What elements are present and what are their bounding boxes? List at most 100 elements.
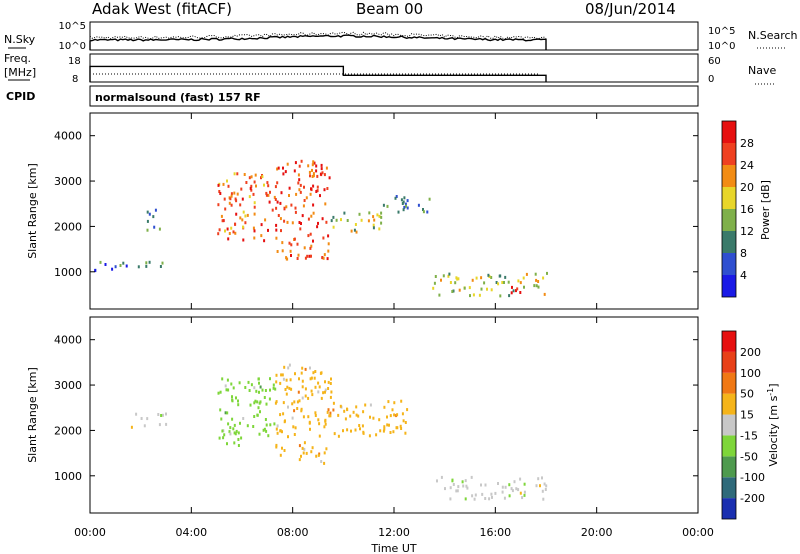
data-cell [267,228,269,232]
data-cell [290,254,292,257]
data-cell [508,294,511,298]
data-cell [231,398,234,402]
data-cell [222,436,225,440]
data-cell [119,264,122,267]
data-cell [315,454,318,458]
data-cell [388,423,390,427]
data-cell [303,185,305,189]
data-cell [257,377,260,381]
colorbar-frame [721,330,737,520]
cpid-label: CPID [6,90,35,103]
data-cell [404,421,407,424]
colorbar-swatch [722,121,736,143]
data-cell [327,380,330,384]
freq-label-line2: [MHz] [4,66,36,79]
data-cell [330,377,332,381]
data-cell [259,385,262,389]
data-cell [304,256,307,260]
data-cell [358,424,361,427]
power-data-layer [94,159,548,298]
freq-label-line1: Freq. [4,52,31,65]
data-cell [289,378,292,382]
data-cell [248,195,251,199]
data-cell [268,200,271,204]
data-cell [298,178,301,182]
data-cell [488,497,491,501]
data-cell [490,288,493,292]
data-cell [535,484,538,488]
data-cell [253,401,256,405]
data-cell [454,281,457,285]
data-cell [332,401,335,405]
data-cell [499,274,502,278]
data-cell [499,294,502,298]
data-cell [372,226,375,230]
data-cell [269,190,271,194]
data-cell [224,229,226,233]
data-cell [224,384,227,388]
data-cell [152,215,155,219]
data-cell [219,408,222,412]
colorbar-swatch [722,498,736,519]
data-cell [284,388,287,391]
data-cell [543,482,546,486]
data-cell [494,491,497,495]
data-cell [369,403,372,407]
data-cell [320,167,323,171]
freq-tick-bottom: 8 [72,74,78,85]
data-cell [350,229,353,233]
data-cell [253,212,256,216]
data-cell [289,249,292,253]
x-tick-label: 00:00 [74,526,106,539]
data-cell [227,422,230,426]
data-cell [282,166,284,170]
data-cell [237,438,240,441]
data-cell [228,430,231,434]
power-colorbar-tick: 12 [740,225,754,238]
data-cell [359,427,361,431]
data-cell [275,206,278,210]
nave-tick-bottom: 0 [708,74,714,85]
data-cell [395,195,398,198]
data-cell [314,411,317,415]
data-cell [481,492,484,496]
data-cell [352,410,355,414]
data-cell [313,161,316,165]
data-cell [237,403,240,407]
data-cell [264,218,267,222]
data-cell [230,203,233,207]
data-cell [223,433,226,437]
data-cell [343,409,346,413]
data-cell [311,163,314,167]
data-cell [148,212,151,216]
data-cell [300,222,302,225]
data-cell [276,424,279,428]
data-cell [294,206,297,210]
data-cell [519,477,522,481]
data-cell [383,425,386,429]
data-cell [320,396,323,400]
data-cell [227,237,230,241]
data-cell [279,413,282,417]
data-cell [296,407,299,410]
data-cell [94,269,97,273]
data-cell [298,458,301,462]
data-cell [362,431,365,435]
data-cell [480,287,483,291]
data-cell [298,399,301,403]
data-cell [275,400,278,404]
data-cell [285,378,288,382]
data-cell [125,264,128,268]
data-cell [375,433,378,437]
data-cell [293,433,296,436]
data-cell [249,186,252,190]
data-cell [256,400,259,404]
data-cell [281,241,284,245]
data-cell [309,246,312,250]
data-cell [235,429,238,433]
data-cell [252,192,255,196]
data-cell [312,174,315,178]
data-cell [317,381,320,385]
data-cell [316,185,319,189]
